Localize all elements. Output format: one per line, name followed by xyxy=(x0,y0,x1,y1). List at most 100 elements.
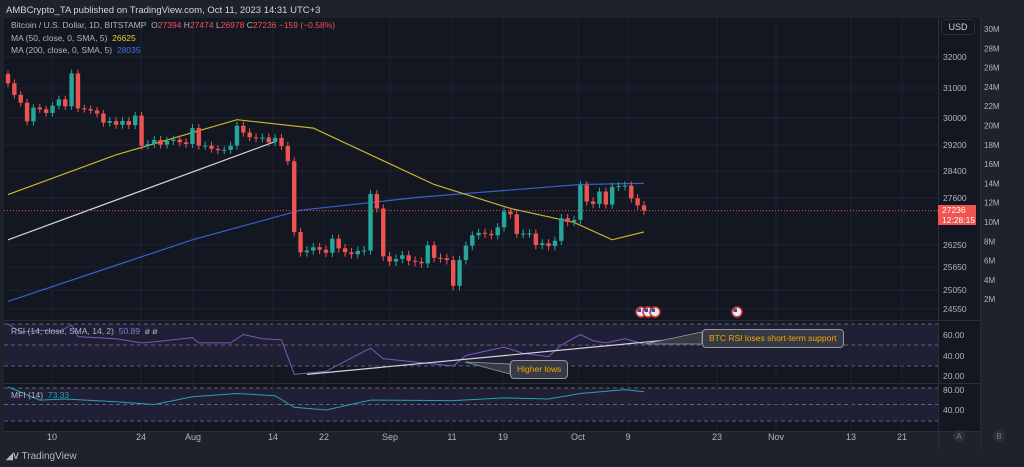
candle-body xyxy=(552,240,558,247)
rsi-value: 50.89 xyxy=(118,326,140,336)
mfi-tick-label: 40.00 xyxy=(943,405,965,415)
candle-body xyxy=(508,211,513,215)
ma200-label: MA (200, close, 0, SMA, 5) xyxy=(11,45,113,55)
price-tick-label: 29200 xyxy=(943,140,967,150)
candle-body xyxy=(171,139,176,141)
price-tick-label: 25050 xyxy=(943,285,967,295)
us-flag-economic-event-icon xyxy=(731,306,743,318)
candle-body xyxy=(610,186,615,205)
price-axis-border xyxy=(938,18,939,451)
us-flag-economic-event-icon xyxy=(649,306,661,318)
pane-divider xyxy=(4,320,980,321)
candle-body xyxy=(285,145,291,162)
rsi-trendline xyxy=(306,339,670,375)
candle-body xyxy=(253,137,259,139)
candle-body xyxy=(190,128,195,144)
candle-body xyxy=(37,107,42,110)
candle-body xyxy=(641,205,647,211)
x-tick-label: Sep xyxy=(382,432,398,442)
ma200-legend[interactable]: MA (200, close, 0, SMA, 5) 28035 xyxy=(11,45,140,55)
candle-body xyxy=(381,208,386,257)
candle-body xyxy=(451,260,456,286)
candle-body xyxy=(323,249,329,253)
candle-body xyxy=(139,115,144,146)
rsi-tick-label: 60.00 xyxy=(943,330,965,340)
candle-body xyxy=(470,235,475,246)
high-value: 27474 xyxy=(189,20,214,30)
mfi-legend[interactable]: MFI (14) 73.33 xyxy=(11,390,69,400)
candle-body xyxy=(571,219,577,223)
rsi-tick-label: 20.00 xyxy=(943,371,965,381)
brand-name: TradingView xyxy=(21,451,77,462)
candle-body xyxy=(412,260,418,262)
candle-body xyxy=(292,161,297,233)
candle-body xyxy=(578,185,583,220)
mfi-value: 73.33 xyxy=(47,390,70,400)
candle-body xyxy=(431,245,437,258)
mfi-label: MFI (14) xyxy=(11,390,44,400)
candle-body xyxy=(234,125,240,146)
last-price: 27236 xyxy=(942,205,966,215)
volume-tick-label: 2M xyxy=(984,295,995,304)
candle-body xyxy=(387,256,392,262)
x-tick-label: 22 xyxy=(319,432,329,442)
low-value: 26978 xyxy=(220,20,245,30)
candle-body xyxy=(164,140,170,145)
candle-body xyxy=(482,232,488,234)
annotation-rsi-support[interactable]: BTC RSI loses short-term support xyxy=(702,329,844,348)
candle-body xyxy=(527,233,532,235)
candle-body xyxy=(635,198,640,206)
scale-label: A xyxy=(956,432,962,441)
volume-tick-label: 8M xyxy=(984,237,995,246)
volume-tick-label: 16M xyxy=(984,160,1000,169)
scale-button-b xyxy=(993,430,1005,442)
time-axis-border xyxy=(4,431,980,432)
volume-tick-label: 4M xyxy=(984,276,995,285)
candle-body xyxy=(495,227,500,236)
candle-body xyxy=(18,94,23,103)
price-trendline xyxy=(7,141,276,241)
open-value: 27394 xyxy=(157,20,182,30)
candle-body xyxy=(584,185,589,202)
candle-body xyxy=(152,139,157,144)
candle-body xyxy=(107,121,112,123)
candle-body xyxy=(546,243,551,247)
event-flag-canton xyxy=(733,308,737,312)
candle-body xyxy=(82,108,87,110)
candle-body xyxy=(533,233,539,245)
currency-button[interactable]: USD xyxy=(941,19,975,35)
scale-button-a xyxy=(953,430,965,442)
candle-body xyxy=(393,258,399,262)
candle-body xyxy=(222,149,227,151)
candle-body xyxy=(514,214,519,234)
ma200-value: 28035 xyxy=(116,45,141,55)
symbol-name: Bitcoin / U.S. Dollar, 1D, BITSTAMP xyxy=(11,20,147,30)
ma50-legend[interactable]: MA (50, close, 0, SMA, 5) 26625 xyxy=(11,33,136,43)
candle-body xyxy=(279,137,284,146)
candle-body xyxy=(559,218,564,241)
price-tick-label: 26250 xyxy=(943,240,967,250)
event-flag-canton xyxy=(637,308,641,312)
volume-tick-label: 26M xyxy=(984,64,1000,73)
candle-body xyxy=(247,132,252,138)
candle-body xyxy=(43,109,49,113)
candle-body xyxy=(304,250,310,253)
candle-body xyxy=(501,211,507,228)
candle-body xyxy=(342,248,348,253)
candle-body xyxy=(489,233,494,236)
candle-body xyxy=(336,238,341,249)
candle-body xyxy=(406,255,411,261)
candle-body xyxy=(520,233,526,235)
rsi-line xyxy=(7,323,645,375)
candle-body xyxy=(476,232,481,236)
rsi-legend[interactable]: RSI (14, close, SMA, 14, 2) 50.89 ø ø xyxy=(11,326,157,336)
candle-body xyxy=(368,193,373,251)
volume-tick-label: 12M xyxy=(984,199,1000,208)
volume-tick-label: 10M xyxy=(984,218,1000,227)
tradingview-logo[interactable]: ◢V TradingView xyxy=(6,451,77,462)
annotation-higher-lows[interactable]: Higher lows xyxy=(510,360,569,379)
candle-body xyxy=(63,99,68,107)
volume-tick-label: 22M xyxy=(984,102,1000,111)
x-tick-label: 23 xyxy=(712,432,722,442)
